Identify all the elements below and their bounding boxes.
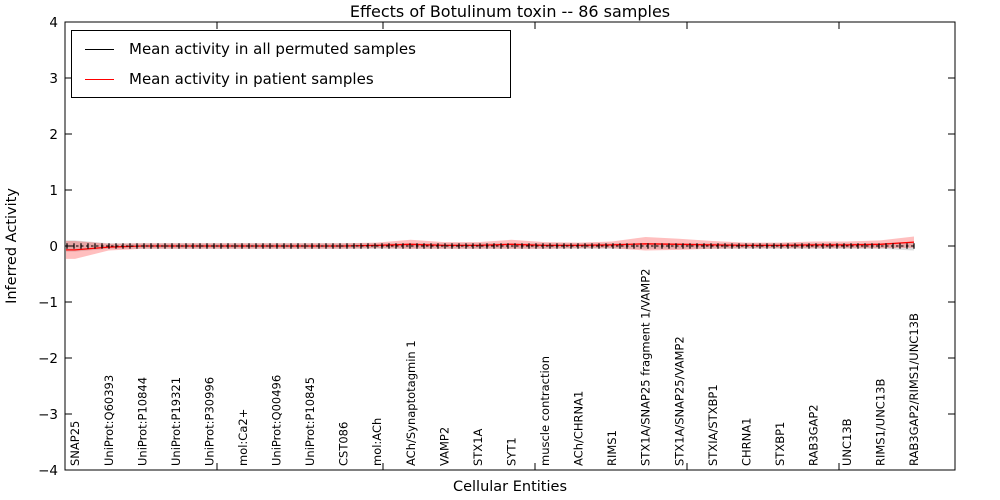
chart-title: Effects of Botulinum toxin -- 86 samples (349, 2, 671, 21)
uncertainty-bands (66, 236, 914, 259)
x-category-label: UniProt:P19321 (169, 377, 183, 466)
x-category-label: UniProt:P30996 (202, 377, 216, 466)
x-category-label: RIMS1/UNC13B (874, 379, 888, 466)
x-category-label: STX1A/SNAP25/VAMP2 (672, 336, 686, 466)
legend-item-patient: Mean activity in patient samples (72, 66, 510, 92)
x-category-label: UniProt:Q60393 (102, 375, 116, 466)
y-tick-label: 0 (49, 239, 58, 255)
y-tick-label: −1 (38, 295, 58, 311)
y-tick-label: −4 (38, 463, 58, 479)
x-category-label: SYT1 (504, 437, 518, 466)
x-category-label: UniProt:Q00496 (270, 375, 284, 466)
x-category-label: muscle contraction (538, 356, 552, 466)
x-axis-ticks (216, 22, 840, 470)
y-axis-ticks: 4 3 2 1 0 −1 −2 −3 −4 (38, 15, 955, 479)
x-category-label: CST086 (337, 422, 351, 466)
x-category-label: CHRNA1 (739, 418, 753, 466)
x-category-label: STXIA/STXBP1 (706, 384, 720, 466)
legend-item-permuted: Mean activity in all permuted samples (72, 36, 510, 62)
y-tick-label: 2 (49, 127, 58, 143)
legend-label-patient: Mean activity in patient samples (129, 70, 374, 88)
x-category-label: RIMS1 (605, 430, 619, 466)
x-category-label: mol:Ca2+ (236, 409, 250, 466)
y-tick-label: −2 (38, 351, 58, 367)
x-category-label: SNAP25 (68, 421, 82, 466)
x-category-label: RAB3GAP2/RIMS1/UNC13B (907, 313, 921, 466)
x-category-labels: SNAP25 UniProt:Q60393 UniProt:P10844 UniPro… (68, 269, 921, 466)
x-category-label: ACh/CHRNA1 (572, 391, 586, 466)
y-tick-label: −3 (38, 407, 58, 423)
y-tick-label: 1 (49, 183, 58, 199)
x-category-label: STXBP1 (773, 422, 787, 466)
x-category-label: STX1A (471, 428, 485, 466)
band (66, 236, 914, 259)
x-category-label: VAMP2 (437, 427, 451, 466)
x-axis-label: Cellular Entities (452, 479, 568, 495)
band (66, 240, 914, 252)
x-category-label: mol:ACh (370, 418, 384, 466)
x-category-label: STX1A/SNAP25 fragment 1/VAMP2 (639, 269, 653, 466)
x-category-label: ACh/Synaptotagmin 1 (404, 340, 418, 466)
y-tick-label: 3 (49, 71, 58, 87)
legend: Mean activity in all permuted samples Me… (71, 30, 511, 98)
x-category-label: UniProt:P10845 (303, 377, 317, 466)
x-category-label: UniProt:P10844 (135, 377, 149, 466)
x-category-label: UNC13B (840, 418, 854, 466)
y-tick-label: 4 (49, 15, 58, 31)
legend-line-sample-permuted (85, 48, 114, 50)
legend-line-sample-patient (85, 78, 114, 80)
legend-label-permuted: Mean activity in all permuted samples (129, 40, 416, 58)
x-category-label: RAB3GAP2 (807, 404, 821, 466)
